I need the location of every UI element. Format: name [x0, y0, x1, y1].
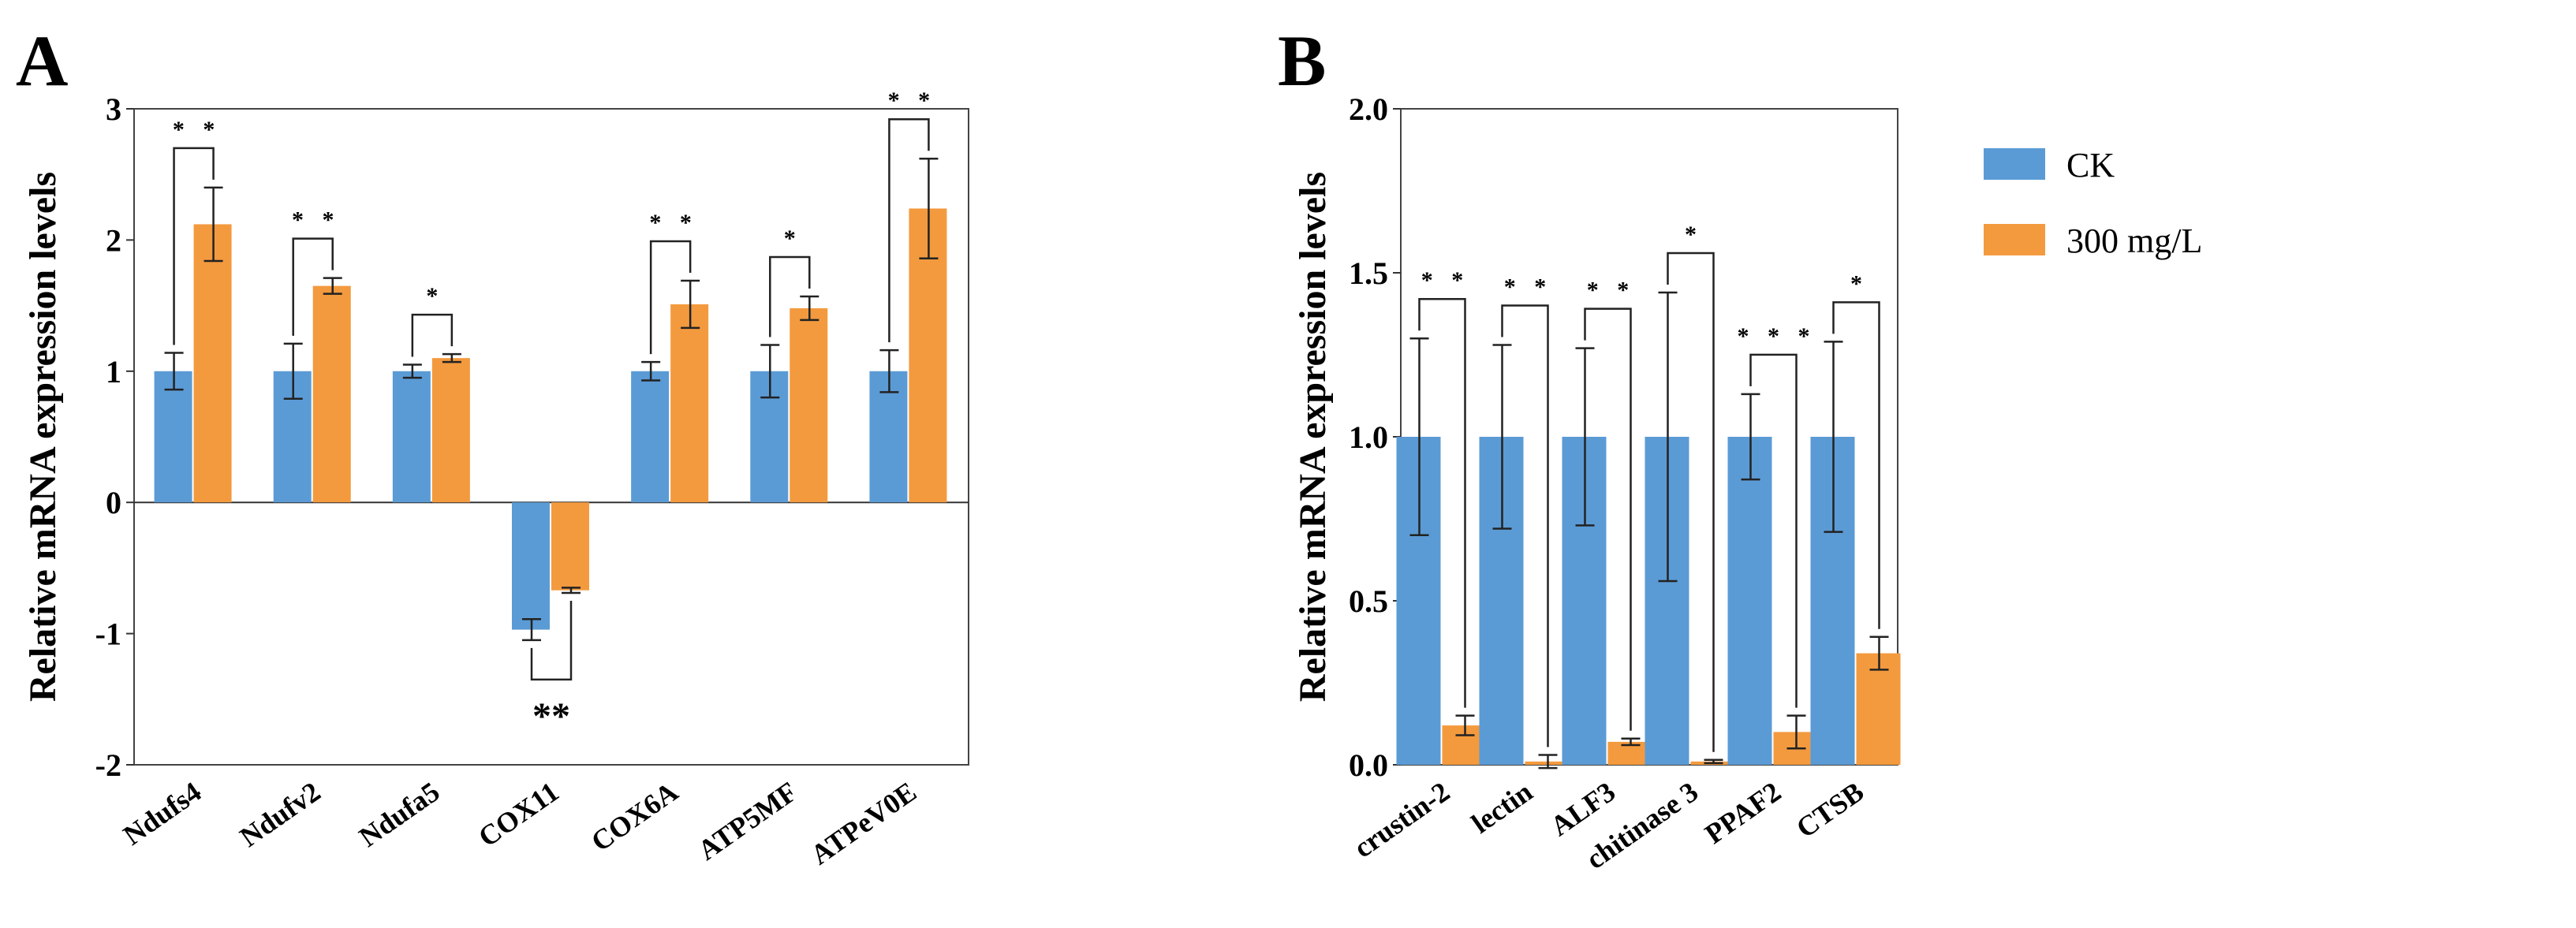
significance-bracket: [888, 117, 930, 343]
significance-bracket: [530, 601, 573, 681]
y-axis-title: Relative mRNA expression levels: [1292, 172, 1334, 702]
x-tick-label: Ndufs4: [118, 776, 207, 852]
panel-label-a: A: [16, 20, 68, 101]
x-tick-label: Ndufv2: [234, 776, 326, 853]
significance-bracket: [411, 313, 454, 357]
chart-a: 3 2 1 0 -1 -2 Relative mRNA expression levels *…: [22, 88, 969, 870]
significance-label: * *: [1421, 267, 1470, 293]
legend-treat-label: 300 mg/L: [2066, 222, 2202, 260]
y-tick-label: 0.0: [1349, 747, 1388, 783]
significance-label: *: [784, 225, 802, 252]
y-tick-label: 1.5: [1349, 255, 1388, 291]
legend: CK 300 mg/L: [1984, 146, 2202, 260]
significance-bracket: [292, 237, 334, 336]
bar-treat: [312, 285, 351, 503]
x-tick-label: Ndufa5: [353, 776, 445, 853]
panel-label-b: B: [1278, 20, 1326, 101]
legend-ck-label: CK: [2066, 146, 2115, 184]
plot-frame: [133, 108, 969, 766]
y-tick-label: 3: [106, 91, 121, 127]
x-tick-label: COX6A: [585, 776, 684, 858]
significance-bracket: [173, 147, 215, 345]
significance-label: * *: [1504, 274, 1553, 300]
y-tick-label: 2: [106, 222, 121, 258]
y-tick-label: -1: [95, 617, 121, 652]
significance-bracket: [1667, 252, 1715, 752]
x-tick-label: ATPeV0E: [805, 776, 922, 871]
x-tick-label: ATP5MF: [693, 776, 803, 867]
significance-label: * *: [649, 210, 698, 236]
y-tick-label: 1.0: [1349, 419, 1388, 455]
bar-treat: [790, 307, 828, 503]
x-tick-label: COX11: [472, 776, 564, 853]
bar-ck: [512, 502, 550, 630]
significance-bracket: [649, 240, 692, 355]
y-tick-label: 2.0: [1349, 91, 1388, 127]
bar-ck: [631, 371, 670, 503]
bar-treat: [431, 358, 470, 503]
bar-treat: [193, 224, 232, 503]
bar-ck: [154, 371, 192, 503]
significance-label: * *: [292, 207, 341, 233]
significance-bracket: [1418, 297, 1466, 708]
significance-label: * * *: [1738, 323, 1816, 349]
significance-label: **: [532, 695, 570, 737]
significance-bracket: [1749, 353, 1798, 708]
significance-label: * *: [173, 117, 222, 143]
significance-label: *: [1850, 270, 1869, 296]
significance-label: * *: [1587, 278, 1636, 304]
significance-bracket: [1501, 304, 1549, 747]
x-tick-label: CTSB: [1790, 776, 1869, 844]
bar-ck: [1727, 437, 1772, 765]
significance-label: *: [426, 283, 444, 309]
bar-treat: [670, 304, 709, 503]
significance-label: * *: [888, 88, 937, 114]
y-tick-label: 0.5: [1349, 583, 1388, 619]
significance-bracket: [1832, 301, 1880, 629]
significance-label: *: [1685, 222, 1703, 248]
y-axis-title: Relative mRNA expression levels: [22, 172, 64, 702]
y-tick-label: 1: [106, 354, 121, 389]
bar-treat: [551, 502, 589, 591]
x-tick-label: crustin-2: [1348, 776, 1455, 864]
legend-treat-swatch: [1984, 224, 2045, 255]
y-tick-label: 0: [106, 485, 121, 520]
bar-ck: [392, 371, 431, 503]
chart-b: 2.0 1.5 1.0 0.5 0.0 Relative mRNA expression …: [1292, 91, 1901, 875]
x-tick-label: lectin: [1465, 776, 1538, 840]
legend-ck-swatch: [1984, 148, 2045, 180]
significance-bracket: [1584, 307, 1632, 731]
x-tick-label: PPAF2: [1699, 776, 1786, 850]
significance-bracket: [769, 255, 811, 337]
y-tick-label: -2: [95, 747, 121, 783]
bar-treat: [1856, 653, 1901, 765]
